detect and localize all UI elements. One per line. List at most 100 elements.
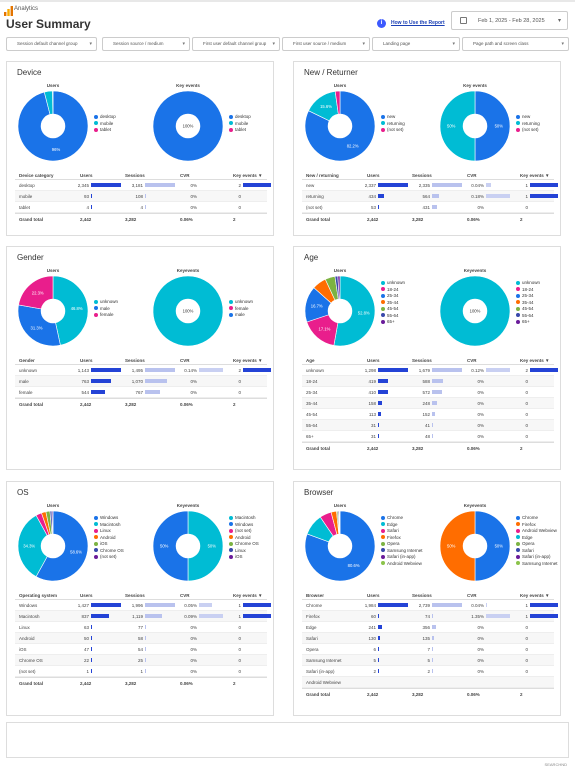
legend-item[interactable]: (not set): [229, 528, 259, 535]
legend-item[interactable]: Linux: [229, 548, 259, 555]
legend-item[interactable]: female: [229, 306, 253, 313]
legend-item[interactable]: Chrome OS: [229, 541, 259, 548]
filter-dropdown[interactable]: Landing page ▾: [372, 37, 460, 51]
legend-item[interactable]: Safari: [516, 548, 558, 555]
legend-item[interactable]: 65+: [381, 319, 405, 326]
column-header[interactable]: Key events ▼: [233, 358, 263, 363]
legend-item[interactable]: Linux: [94, 528, 124, 535]
legend-item[interactable]: Android Webview: [516, 528, 558, 535]
table-row[interactable]: 35-44 158 248 0% 0: [302, 398, 554, 409]
legend-item[interactable]: Firefox: [516, 522, 558, 529]
legend-item[interactable]: 45-54: [381, 306, 405, 313]
legend-item[interactable]: Opera: [516, 541, 558, 548]
legend-item[interactable]: iOS: [94, 541, 124, 548]
column-header[interactable]: Key events ▼: [520, 358, 550, 363]
legend-item[interactable]: desktop: [94, 114, 116, 121]
legend-item[interactable]: Chrome OS: [94, 548, 124, 555]
legend-item[interactable]: Chrome: [381, 515, 423, 522]
filter-dropdown[interactable]: Session default channel group ▾: [6, 37, 97, 51]
legend-item[interactable]: new: [516, 114, 540, 121]
column-header[interactable]: Key events ▼: [520, 593, 550, 598]
date-range-picker[interactable]: Feb 1, 2025 - Feb 28, 2025 ▾: [451, 11, 568, 30]
pie-slice[interactable]: [333, 275, 376, 347]
legend-item[interactable]: 25-34: [381, 293, 405, 300]
legend-item[interactable]: iOS: [229, 554, 259, 561]
column-header[interactable]: Key events ▼: [520, 173, 550, 178]
legend-item[interactable]: 35-44: [381, 300, 405, 307]
table-row[interactable]: iOS 47 54 0% 0: [15, 644, 267, 655]
legend-item[interactable]: Edge: [381, 522, 423, 529]
table-row[interactable]: (not set) 53 431 0% 0: [302, 202, 554, 213]
column-header[interactable]: Key events ▼: [233, 593, 263, 598]
users-pie-chart[interactable]: 82.2% 15.6%: [304, 90, 376, 162]
legend-item[interactable]: (not set): [94, 554, 124, 561]
legend-item[interactable]: Samsung Internet: [516, 561, 558, 568]
pie-slice[interactable]: [439, 90, 476, 162]
filter-dropdown[interactable]: Page path and screen class ▾: [462, 37, 569, 51]
legend-item[interactable]: returning: [381, 121, 405, 128]
legend-item[interactable]: 25-34: [516, 293, 540, 300]
legend-item[interactable]: Windows: [94, 515, 124, 522]
column-header[interactable]: Key events ▼: [233, 173, 263, 178]
filter-dropdown[interactable]: First user default channel group ▾: [192, 37, 280, 51]
legend-item[interactable]: Windows: [229, 522, 259, 529]
table-row[interactable]: Safari (in-app) 2 2 0% 0: [302, 666, 554, 677]
key-events-pie-chart[interactable]: 100%: [152, 275, 224, 347]
table-row[interactable]: male 763 1,070 0% 0: [15, 376, 267, 387]
table-row[interactable]: 18-24 419 588 0% 0: [302, 376, 554, 387]
table-row[interactable]: 65+ 31 48 0% 0: [302, 431, 554, 442]
key-events-pie-chart[interactable]: 50% 50%: [152, 510, 224, 582]
legend-item[interactable]: 35-44: [516, 300, 540, 307]
legend-item[interactable]: returning: [516, 121, 540, 128]
legend-item[interactable]: Chrome: [516, 515, 558, 522]
legend-item[interactable]: (not set): [381, 127, 405, 134]
legend-item[interactable]: Android: [229, 535, 259, 542]
table-row[interactable]: Opera 6 7 0% 0: [302, 644, 554, 655]
users-pie-chart[interactable]: 52.8% 17.1% 16.7%: [304, 275, 376, 347]
legend-item[interactable]: new: [381, 114, 405, 121]
table-row[interactable]: returning 434 564 0.18% 1: [302, 191, 558, 202]
legend-item[interactable]: 18-24: [516, 287, 540, 294]
users-pie-chart[interactable]: 46.8% 31.3% 22.3%: [17, 275, 89, 347]
pie-slice[interactable]: [474, 510, 511, 582]
filter-dropdown[interactable]: First user source / medium ▾: [282, 37, 370, 51]
legend-item[interactable]: Safari (in-app): [381, 554, 423, 561]
legend-item[interactable]: mobile: [229, 121, 251, 128]
table-row[interactable]: Windows 1,427 1,996 0.05% 1: [15, 600, 271, 611]
key-events-pie-chart[interactable]: 50% 50%: [439, 510, 511, 582]
legend-item[interactable]: 45-54: [516, 306, 540, 313]
pie-slice[interactable]: [52, 275, 89, 346]
table-row[interactable]: Samsung Internet 5 5 0% 0: [302, 655, 554, 666]
legend-item[interactable]: unknown: [229, 299, 253, 306]
key-events-pie-chart[interactable]: 100%: [152, 90, 224, 162]
legend-item[interactable]: Safari: [381, 528, 423, 535]
legend-item[interactable]: mobile: [94, 121, 116, 128]
table-row[interactable]: 55-64 31 41 0% 0: [302, 420, 554, 431]
table-row[interactable]: (not set) 1 1 0% 0: [15, 666, 267, 677]
table-row[interactable]: desktop 2,345 3,181 0% 2: [15, 180, 271, 191]
legend-item[interactable]: Macintosh: [94, 522, 124, 529]
table-row[interactable]: 25-34 410 572 0% 0: [302, 387, 554, 398]
table-row[interactable]: Linux 63 77 0% 0: [15, 622, 267, 633]
help-link[interactable]: How to Use the Report: [391, 20, 445, 26]
users-pie-chart[interactable]: 58.6% 34.3%: [17, 510, 89, 582]
key-events-pie-chart[interactable]: 50% 50%: [439, 90, 511, 162]
table-row[interactable]: Safari 130 135 0% 0: [302, 633, 554, 644]
table-row[interactable]: new 2,337 2,335 0.04% 1: [302, 180, 558, 191]
table-row[interactable]: Chrome 1,984 2,739 0.04% 1: [302, 600, 558, 611]
table-row[interactable]: Android 50 58 0% 0: [15, 633, 267, 644]
table-row[interactable]: 45-54 113 152 0% 0: [302, 409, 554, 420]
legend-item[interactable]: 55-64: [381, 313, 405, 320]
filter-dropdown[interactable]: Session source / medium ▾: [102, 37, 190, 51]
pie-slice[interactable]: [187, 510, 224, 582]
pie-slice[interactable]: [304, 90, 376, 162]
table-row[interactable]: Macintosh 837 1,119 0.09% 1: [15, 611, 271, 622]
users-pie-chart[interactable]: 80.6%: [304, 510, 376, 582]
pie-slice[interactable]: [439, 510, 476, 582]
legend-item[interactable]: 65+: [516, 319, 540, 326]
table-row[interactable]: unknown 1,143 1,495 0.14% 2: [15, 365, 271, 376]
table-row[interactable]: unknown 1,298 1,679 0.12% 2: [302, 365, 558, 376]
legend-item[interactable]: Safari (in-app): [516, 554, 558, 561]
legend-item[interactable]: Android: [94, 535, 124, 542]
table-row[interactable]: Edge 241 356 0% 0: [302, 622, 554, 633]
